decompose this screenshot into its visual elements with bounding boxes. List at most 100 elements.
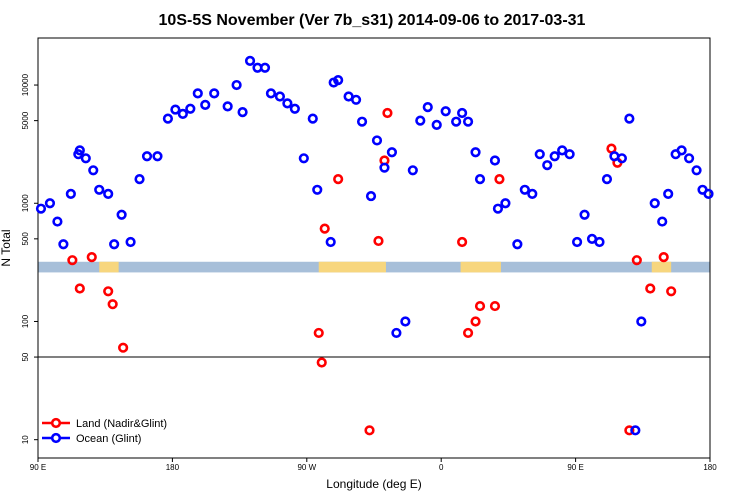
ocean-point (470, 147, 481, 158)
ocean-point (683, 153, 695, 164)
ocean-point (274, 91, 286, 102)
land-point (494, 174, 505, 185)
ocean-point (298, 153, 309, 164)
ocean-point (192, 88, 203, 99)
ocean-point (356, 116, 368, 127)
ocean-point (265, 88, 277, 99)
ocean-point (457, 107, 468, 119)
ocean-point (35, 203, 47, 214)
y-axis-title: N Total (0, 229, 13, 266)
x-axis-title: Longitude (deg E) (326, 477, 421, 491)
ocean-point (74, 145, 85, 156)
ocean-point (534, 149, 545, 160)
ocean-point (386, 147, 398, 158)
ocean-point (601, 174, 613, 185)
ocean-point (542, 160, 553, 171)
legend-marker (50, 432, 62, 444)
ocean-point (571, 236, 583, 248)
ocean-point (125, 236, 136, 248)
ocean-point (162, 113, 174, 124)
ocean-point (200, 99, 211, 110)
ocean-point (307, 113, 318, 124)
ocean-point (44, 198, 56, 209)
ocean-point (557, 145, 568, 156)
ocean-point (519, 184, 530, 195)
ocean-point (630, 425, 641, 436)
data-points (35, 55, 714, 436)
y-tick-label: 500 (21, 232, 30, 246)
land-point (333, 174, 344, 185)
plot-frame (37, 37, 711, 459)
land-point (67, 255, 78, 266)
land-point (631, 255, 642, 266)
land-point (316, 357, 327, 368)
ocean-point (527, 188, 538, 199)
map-strip-land (460, 261, 501, 273)
land-point (489, 300, 501, 312)
land-point (107, 299, 118, 310)
land-point (103, 286, 114, 297)
land-point (470, 316, 481, 327)
ocean-point (422, 102, 433, 113)
ocean-point (209, 88, 220, 99)
land-point (86, 252, 97, 263)
ocean-point (691, 165, 702, 176)
y-tick-label: 100 (21, 314, 30, 328)
y-tick-label: 50 (21, 352, 30, 361)
ocean-point (103, 188, 114, 199)
ocean-point (657, 216, 668, 227)
ocean-point (259, 62, 271, 73)
legend-marker (50, 417, 62, 429)
ocean-point (431, 119, 442, 131)
map-strip (38, 261, 710, 273)
ocean-point (333, 75, 344, 86)
x-tick-label: 90 E (30, 463, 46, 472)
map-strip-land (318, 261, 386, 273)
ocean-point (237, 107, 248, 118)
ocean-point (703, 188, 714, 199)
ocean-point (451, 116, 462, 127)
ocean-point (407, 165, 418, 176)
ocean-point (649, 198, 660, 209)
ocean-point (400, 316, 411, 327)
ocean-point (109, 239, 120, 250)
ocean-point (52, 216, 63, 227)
land-point (658, 252, 669, 263)
y-axis: 10 50 100 500 1000 5000 10000 (21, 73, 38, 444)
ocean-point (549, 151, 560, 162)
x-tick-label: 180 (166, 463, 180, 472)
ocean-point (462, 116, 474, 127)
ocean-point (512, 239, 523, 250)
ocean-point (325, 236, 336, 248)
ocean-point (492, 203, 504, 214)
ocean-point (80, 153, 91, 164)
x-tick-label: 90 W (297, 463, 316, 472)
ocean-point (579, 209, 590, 220)
x-tick-label: 0 (439, 463, 444, 472)
land-point (457, 236, 468, 248)
legend-label: Ocean (Glint) (76, 433, 141, 445)
x-tick-label: 90 E (567, 463, 583, 472)
chart-title: 10S-5S November (Ver 7b_s31) 2014-09-06 … (159, 12, 586, 29)
ocean-point (676, 145, 687, 156)
ocean-point (415, 115, 426, 126)
ocean-point (282, 98, 293, 109)
land-point (74, 283, 85, 294)
y-tick-label: 10000 (21, 73, 30, 96)
ocean-point (594, 236, 605, 248)
map-strip-land (99, 261, 119, 273)
ocean-point (65, 188, 76, 199)
y-tick-label: 5000 (21, 111, 30, 129)
land-point (313, 327, 324, 339)
ocean-point (474, 174, 486, 185)
ocean-point (58, 239, 69, 250)
ocean-point (365, 190, 377, 202)
land-point (474, 300, 486, 312)
ocean-point (500, 198, 511, 209)
land-point (364, 425, 375, 436)
x-axis: 90 E 180 90 W 0 90 E 180 (30, 458, 717, 472)
land-point (624, 425, 635, 436)
ocean-point (116, 209, 127, 220)
ocean-point (185, 103, 196, 114)
